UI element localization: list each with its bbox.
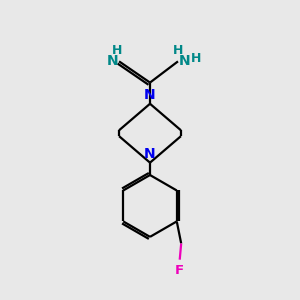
Text: F: F <box>175 264 184 277</box>
Text: N: N <box>178 54 190 68</box>
Text: H: H <box>173 44 183 57</box>
Text: H: H <box>112 44 122 57</box>
Text: N: N <box>144 147 156 161</box>
Text: H: H <box>191 52 201 65</box>
Text: N: N <box>144 88 156 102</box>
Text: N: N <box>107 54 118 68</box>
